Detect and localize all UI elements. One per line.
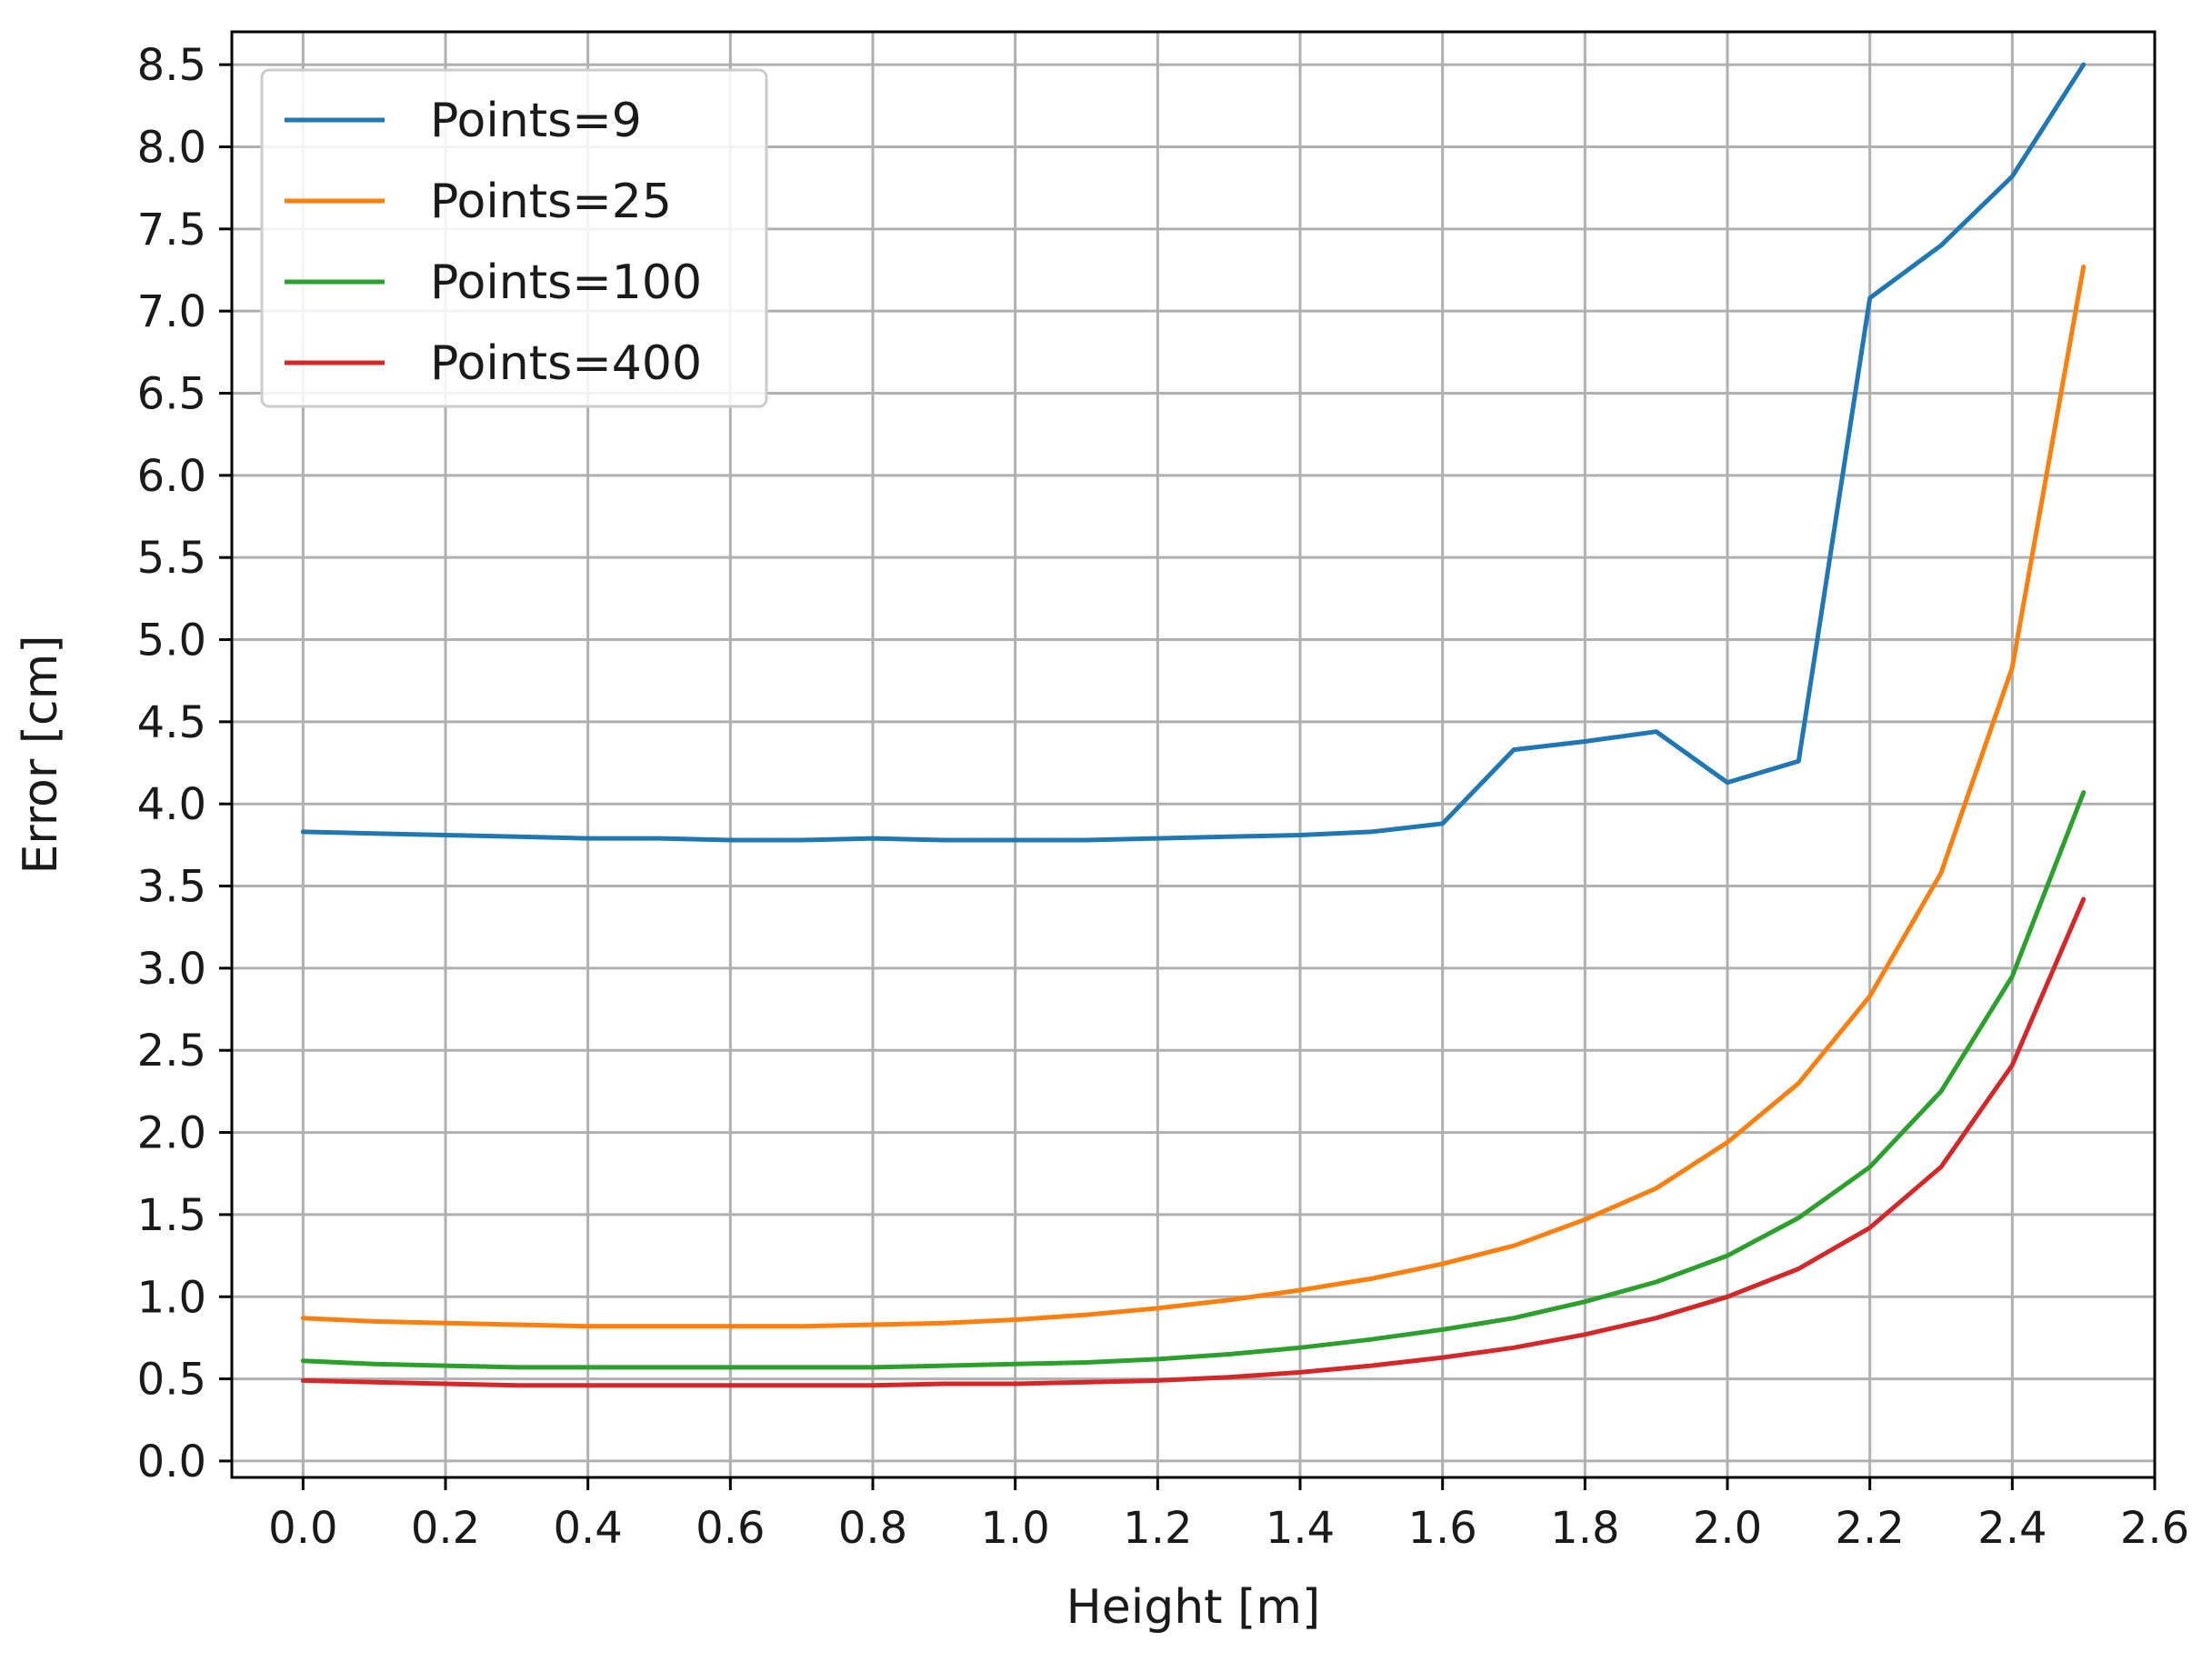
y-tick-label: 4.5 [137,697,206,748]
x-tick-label: 1.8 [1550,1503,1619,1554]
plot-area-frame [230,30,2157,1479]
x-tick-label: 0.6 [696,1503,765,1554]
y-tick-label: 0.0 [137,1437,206,1487]
y-tick-label: 1.5 [137,1190,206,1241]
y-tick-label: 8.5 [137,40,206,91]
x-tick-label: 2.0 [1693,1503,1762,1554]
x-tick-label: 1.6 [1407,1503,1476,1554]
x-tick-label: 1.0 [980,1503,1049,1554]
y-tick-label: 5.0 [137,616,206,666]
y-axis-title: Error [cm] [14,635,68,874]
y-tick-label: 7.0 [137,286,206,337]
y-tick-label: 0.5 [137,1355,206,1406]
y-tick-label: 6.5 [137,369,206,420]
series-line-points-400 [300,896,2087,1388]
x-tick-label: 0.2 [411,1503,480,1554]
axis-ticks: 0.0 0.2 0.4 0.6 0.8 1.0 1.2 1.4 1.6 1.8 2.0 2.2 2.4 2… [137,40,2190,1554]
legend: Points=9 Points=25 Points=100 Points=400 [260,68,768,408]
y-tick-label: 7.5 [137,205,206,255]
y-tick-label: 3.0 [137,944,206,995]
legend-label: Points=25 [430,175,672,229]
x-tick-label: 1.2 [1123,1503,1192,1554]
x-tick-label: 0.8 [838,1503,907,1554]
x-tick-label: 1.4 [1266,1503,1335,1554]
y-tick-label: 3.5 [137,862,206,913]
x-axis-title: Height [m] [1066,1580,1321,1635]
y-tick-label: 5.5 [137,533,206,584]
y-tick-label: 6.0 [137,451,206,502]
series-line-points-100 [300,790,2087,1370]
y-tick-label: 4.0 [137,779,206,830]
y-tick-label: 2.0 [137,1108,206,1159]
x-tick-label: 2.4 [1977,1503,2047,1554]
legend-label: Points=400 [430,336,702,391]
legend-label: Points=100 [430,255,702,310]
series-lines [300,62,2087,1388]
series-line-points-25 [300,264,2087,1329]
y-tick-label: 1.0 [137,1272,206,1323]
x-tick-label: 0.0 [268,1503,337,1554]
series-line-points-9 [300,62,2087,843]
y-tick-label: 8.0 [137,122,206,173]
y-tick-label: 2.5 [137,1026,206,1076]
x-tick-label: 2.6 [2120,1503,2189,1554]
legend-label: Points=9 [430,94,642,148]
legend-box [260,68,768,408]
x-tick-label: 0.4 [553,1503,622,1554]
x-tick-label: 2.2 [1835,1503,1904,1554]
